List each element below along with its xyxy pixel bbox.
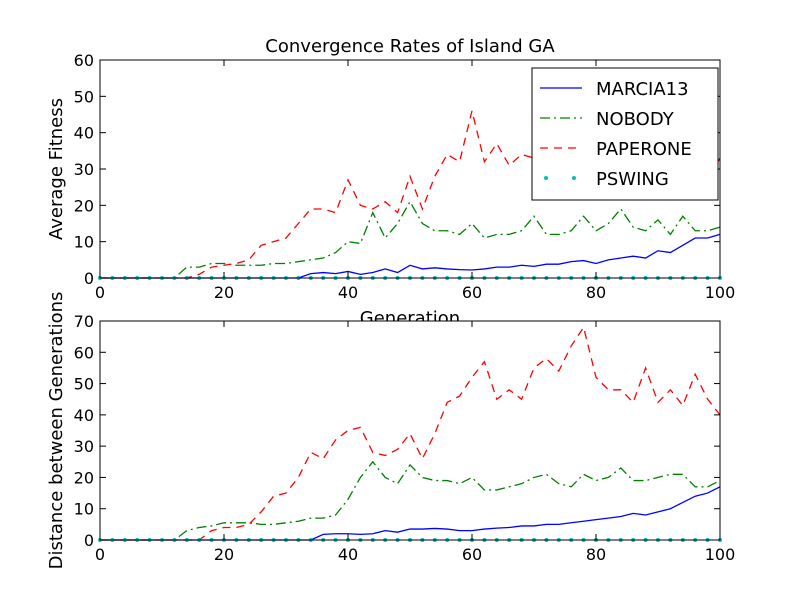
plot-frame (99, 320, 721, 541)
x-tick-label: 40 (338, 545, 358, 564)
x-tick-label: 0 (95, 283, 105, 302)
legend-label: PSWING (596, 169, 669, 190)
y-tick-label: 0 (84, 269, 94, 288)
series-line (100, 460, 721, 541)
legend-swatch (572, 176, 576, 180)
y-tick-label: 10 (74, 500, 94, 519)
series-line (100, 325, 721, 541)
x-tick-label: 60 (462, 283, 482, 302)
x-tick-label: 80 (586, 545, 606, 564)
x-tick-label: 100 (705, 283, 736, 302)
x-tick-label: 100 (705, 545, 736, 564)
x-tick-label: 20 (214, 283, 234, 302)
legend: MARCIA13 NOBODY PAPERONE PSWING (531, 67, 719, 201)
y-tick-label: 20 (74, 468, 94, 487)
y-tick-label: 40 (74, 124, 94, 143)
y-tick-label: 10 (74, 233, 94, 252)
y-tick-label: 70 (74, 312, 94, 331)
y-tick-label: 60 (74, 51, 94, 70)
y-tick-label: 50 (74, 375, 94, 394)
subplot: 0 20 40 60 80 100 0 10 20 30 40 50 60 70 Distance betw… (46, 292, 735, 570)
y-axis-label: Distance between Generations (46, 292, 67, 570)
x-tick-label: 80 (586, 283, 606, 302)
y-tick-label: 60 (74, 343, 94, 362)
y-axis-label: Average Fitness (46, 98, 67, 240)
y-tick-label: 40 (74, 406, 94, 425)
x-tick-label: 60 (462, 545, 482, 564)
y-tick-label: 20 (74, 196, 94, 215)
y-tick-label: 30 (74, 160, 94, 179)
chart-title: Convergence Rates of Island GA (265, 36, 555, 57)
x-tick-label: 0 (95, 545, 105, 564)
legend-label: MARCIA13 (596, 79, 689, 100)
series-line (100, 200, 721, 279)
y-tick-label: 30 (74, 437, 94, 456)
legend-label: NOBODY (596, 109, 675, 130)
subplot: 0 20 40 60 80 100 0 10 20 30 40 50 60 Convergence Rat… (46, 36, 735, 329)
plot-area (100, 321, 720, 540)
legend-label: PAPERONE (596, 139, 692, 160)
x-tick-label: 40 (338, 283, 358, 302)
legend-swatch (544, 176, 548, 180)
y-tick-label: 50 (74, 87, 94, 106)
legend-box (531, 67, 719, 201)
x-tick-label: 20 (214, 545, 234, 564)
y-tick-label: 0 (84, 531, 94, 550)
